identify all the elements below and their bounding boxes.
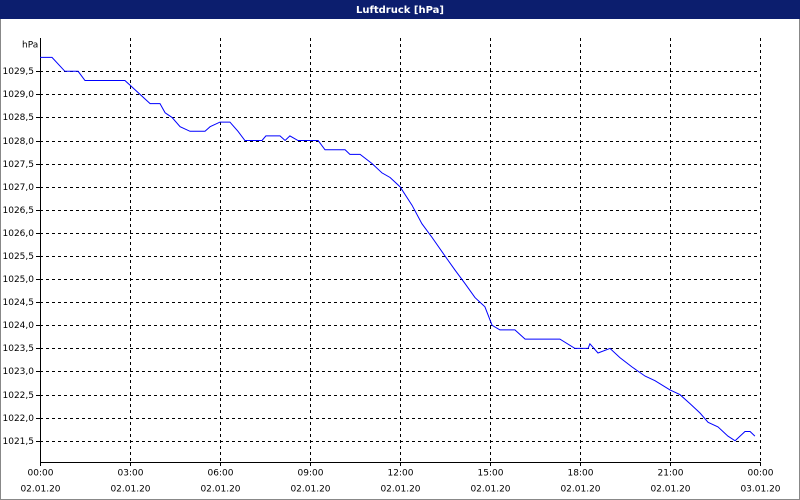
title-bar: [0, 0, 800, 19]
axis: [40, 38, 760, 463]
y-tick-label: 1025,0: [3, 275, 35, 285]
y-tick-label: 1028,5: [3, 113, 35, 123]
y-tick-label: 1022,0: [3, 414, 35, 424]
y-tick-label: 1029,0: [3, 90, 35, 100]
chart-title: Luftdruck [hPa]: [356, 5, 444, 16]
x-tick-date: 02.01.20: [290, 485, 330, 495]
y-tick-label: 1025,5: [3, 252, 35, 262]
x-tick-label: 09:00: [298, 469, 324, 479]
y-tick-label: 1023,0: [3, 367, 35, 377]
y-tick-label: 1027,5: [3, 160, 35, 170]
x-tick-date: 02.01.20: [20, 485, 60, 495]
y-tick-label: 1027,0: [3, 183, 35, 193]
x-tick-label: 12:00: [388, 469, 414, 479]
x-tick-label: 03:00: [118, 469, 144, 479]
x-tick-label: 00:00: [748, 469, 774, 479]
y-tick-label: 1023,5: [3, 344, 35, 354]
y-tick-label: 1022,5: [3, 391, 35, 401]
y-tick-label: 1024,0: [3, 321, 35, 331]
y-tick-label: 1028,0: [3, 137, 35, 147]
y-tick-label: 1024,5: [3, 298, 35, 308]
x-tick-date: 02.01.20: [470, 485, 510, 495]
x-tick-date: 02.01.20: [560, 485, 600, 495]
y-axis-label: hPa: [22, 41, 38, 51]
x-tick-date: 02.01.20: [380, 485, 420, 495]
y-tick-label: 1021,5: [3, 437, 35, 447]
x-tick-date: 02.01.20: [200, 485, 240, 495]
x-tick-label: 00:00: [28, 469, 54, 479]
x-tick-label: 18:00: [568, 469, 594, 479]
y-tick-label: 1026,0: [3, 229, 35, 239]
x-tick-date: 03.01.20: [740, 485, 780, 495]
y-tick-label: 1026,5: [3, 206, 35, 216]
data-line: [40, 56, 756, 442]
x-tick-label: 21:00: [658, 469, 684, 479]
x-tick-date: 02.01.20: [110, 485, 150, 495]
y-tick-label: 1029,5: [3, 67, 35, 77]
x-tick-label: 15:00: [478, 469, 504, 479]
x-tick-date: 02.01.20: [650, 485, 690, 495]
x-tick-label: 06:00: [208, 469, 234, 479]
